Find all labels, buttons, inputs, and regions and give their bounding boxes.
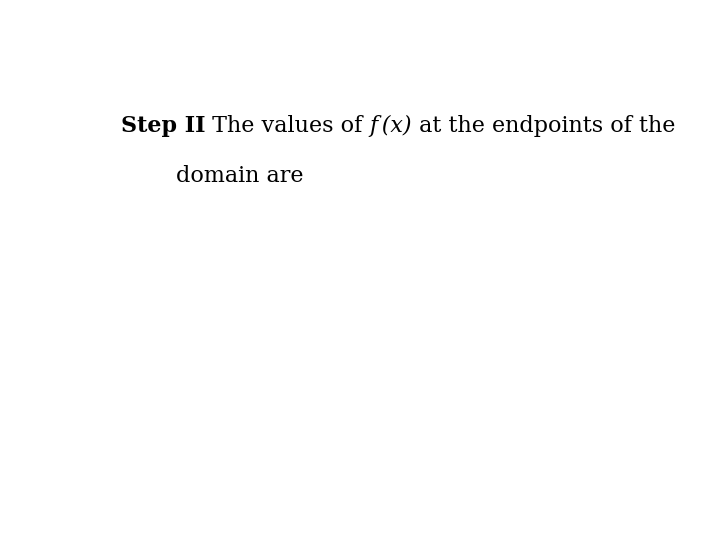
Text: Step II: Step II bbox=[121, 114, 205, 137]
Text: The values of: The values of bbox=[205, 114, 369, 137]
Text: f (x): f (x) bbox=[369, 114, 412, 137]
Text: at the endpoints of the: at the endpoints of the bbox=[412, 114, 675, 137]
Text: domain are: domain are bbox=[176, 165, 304, 187]
